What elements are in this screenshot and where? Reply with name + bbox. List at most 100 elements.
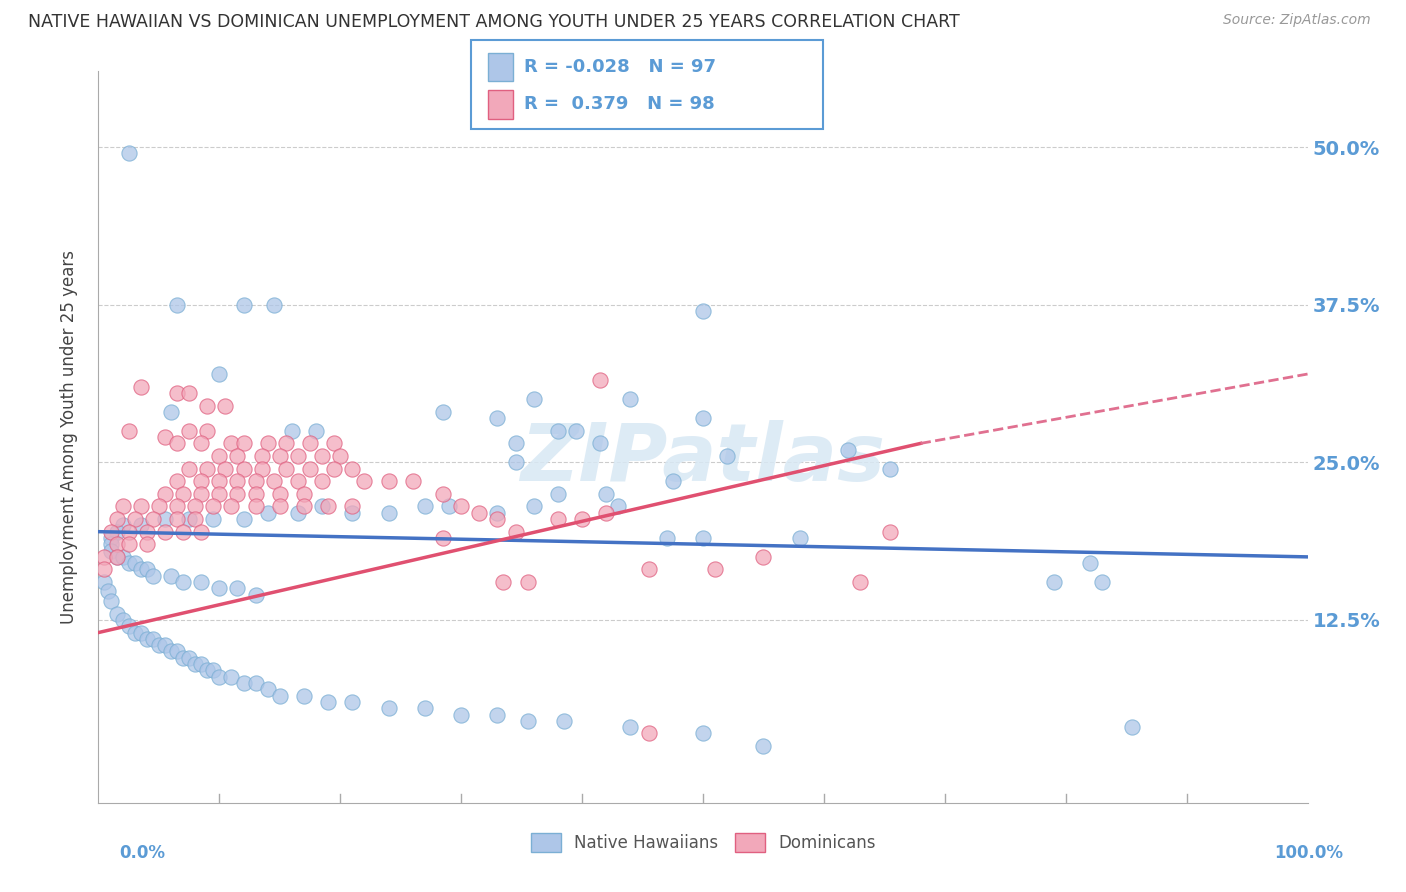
Point (135, 632, 157, 646)
Point (637, 726, 659, 740)
Point (166, 298, 188, 312)
Point (329, 449, 352, 463)
Point (153, 487, 176, 501)
Point (269, 500, 291, 514)
Point (342, 461, 364, 475)
Point (589, 436, 612, 450)
Point (111, 549, 134, 564)
Point (323, 436, 346, 450)
Point (166, 386, 188, 401)
Point (292, 500, 315, 514)
Point (789, 531, 811, 545)
Point (311, 449, 333, 463)
Point (752, 739, 775, 753)
Point (269, 449, 291, 463)
Point (202, 500, 225, 514)
Point (849, 575, 872, 590)
Point (148, 638, 170, 652)
Point (160, 644, 183, 658)
Point (129, 500, 152, 514)
Point (118, 146, 141, 161)
Point (232, 676, 254, 690)
Point (124, 625, 146, 640)
Point (179, 424, 201, 438)
Point (316, 500, 339, 514)
Point (547, 424, 569, 438)
Point (655, 531, 678, 545)
Point (553, 714, 575, 728)
Text: ZIPatlas: ZIPatlas (520, 420, 886, 498)
Point (172, 650, 194, 665)
Point (118, 556, 141, 570)
Point (111, 518, 134, 533)
Point (287, 506, 309, 520)
Point (281, 424, 304, 438)
Point (153, 524, 176, 539)
Point (263, 474, 285, 488)
Point (879, 524, 901, 539)
Point (486, 512, 509, 526)
Point (505, 455, 527, 469)
Point (274, 461, 297, 475)
Point (153, 430, 176, 444)
Point (402, 474, 425, 488)
Point (142, 569, 165, 583)
Point (184, 512, 207, 526)
Point (118, 619, 141, 633)
Point (166, 474, 188, 488)
Point (450, 500, 472, 514)
Point (166, 644, 188, 658)
Point (195, 424, 218, 438)
Point (250, 449, 273, 463)
Point (221, 670, 243, 684)
Point (468, 506, 491, 520)
Point (153, 512, 176, 526)
Point (166, 436, 188, 450)
Point (226, 582, 249, 596)
Point (135, 562, 157, 576)
Point (160, 405, 183, 419)
Point (661, 474, 683, 488)
Point (547, 487, 569, 501)
Point (250, 461, 273, 475)
Point (208, 367, 231, 381)
Point (208, 449, 231, 463)
Point (432, 531, 454, 545)
Point (692, 531, 714, 545)
Point (208, 670, 231, 684)
Point (516, 714, 538, 728)
Text: Source: ZipAtlas.com: Source: ZipAtlas.com (1223, 13, 1371, 28)
Point (100, 594, 122, 608)
Point (97, 583, 120, 598)
Point (202, 664, 225, 678)
Point (245, 676, 267, 690)
Point (523, 392, 546, 407)
Point (105, 549, 128, 564)
Point (208, 487, 231, 501)
Text: NATIVE HAWAIIAN VS DOMINICAN UNEMPLOYMENT AMONG YOUTH UNDER 25 YEARS CORRELATION: NATIVE HAWAIIAN VS DOMINICAN UNEMPLOYMEN… (28, 13, 960, 31)
Point (166, 500, 188, 514)
Point (353, 474, 375, 488)
Point (342, 506, 364, 520)
Point (323, 461, 346, 475)
Point (413, 701, 436, 715)
Point (221, 500, 243, 514)
Point (166, 512, 188, 526)
Point (287, 449, 309, 463)
Point (160, 569, 183, 583)
Point (179, 461, 201, 475)
Point (595, 506, 617, 520)
Point (311, 500, 333, 514)
Point (135, 524, 157, 539)
Point (342, 695, 364, 709)
Point (172, 575, 194, 590)
Point (437, 500, 460, 514)
Point (124, 512, 146, 526)
Y-axis label: Unemployment Among Youth under 25 years: Unemployment Among Youth under 25 years (59, 250, 77, 624)
Point (263, 298, 285, 312)
Point (111, 500, 134, 514)
Point (269, 487, 291, 501)
Point (505, 524, 527, 539)
Point (492, 575, 515, 590)
Point (93, 575, 115, 590)
